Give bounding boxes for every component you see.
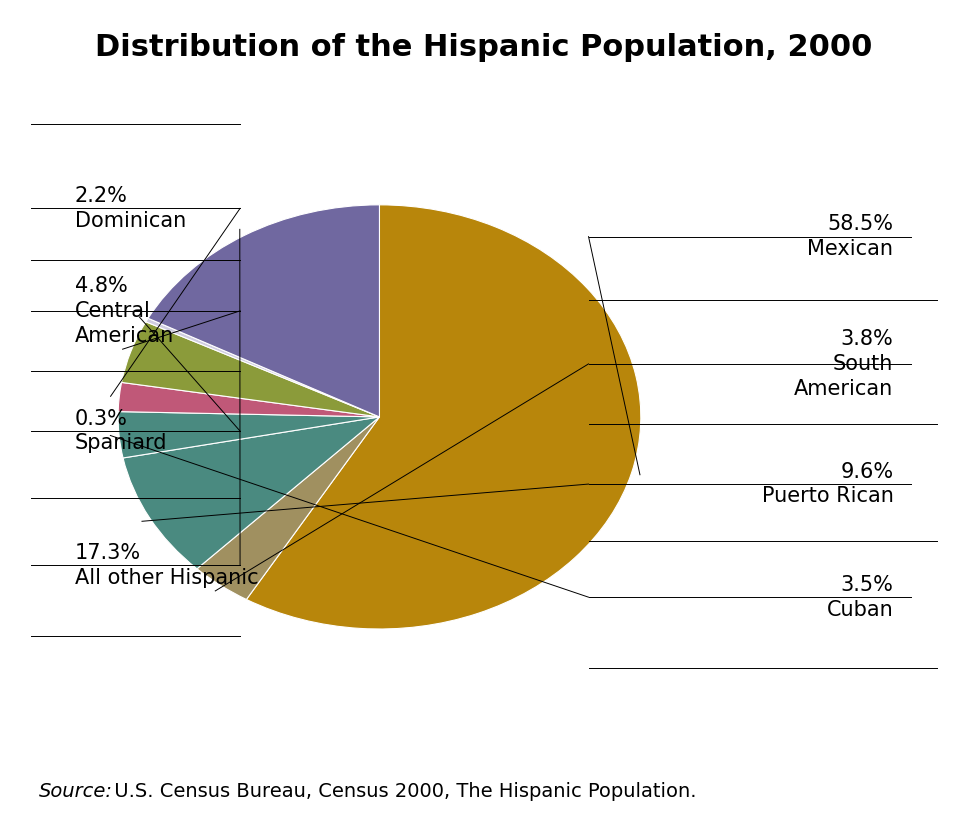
Text: 17.3%
All other Hispanic: 17.3% All other Hispanic	[75, 543, 258, 588]
Text: Source:: Source:	[39, 783, 112, 801]
Text: 9.6%
Puerto Rican: 9.6% Puerto Rican	[762, 462, 893, 506]
Wedge shape	[123, 417, 379, 569]
Text: Distribution of the Hispanic Population, 2000: Distribution of the Hispanic Population,…	[95, 33, 873, 62]
Wedge shape	[122, 322, 379, 417]
Wedge shape	[247, 205, 641, 629]
Text: U.S. Census Bureau, Census 2000, The Hispanic Population.: U.S. Census Bureau, Census 2000, The His…	[108, 783, 697, 801]
Text: 3.5%
Cuban: 3.5% Cuban	[827, 575, 893, 620]
Text: 58.5%
Mexican: 58.5% Mexican	[807, 215, 893, 259]
Wedge shape	[118, 382, 379, 417]
Wedge shape	[148, 205, 379, 417]
Wedge shape	[197, 417, 379, 599]
Wedge shape	[146, 318, 379, 417]
Text: 4.8%
Central
American: 4.8% Central American	[75, 276, 174, 346]
Text: 2.2%
Dominican: 2.2% Dominican	[75, 186, 186, 231]
Text: 0.3%
Spaniard: 0.3% Spaniard	[75, 409, 167, 454]
Wedge shape	[118, 412, 379, 458]
Text: 3.8%
South
American: 3.8% South American	[794, 329, 893, 399]
